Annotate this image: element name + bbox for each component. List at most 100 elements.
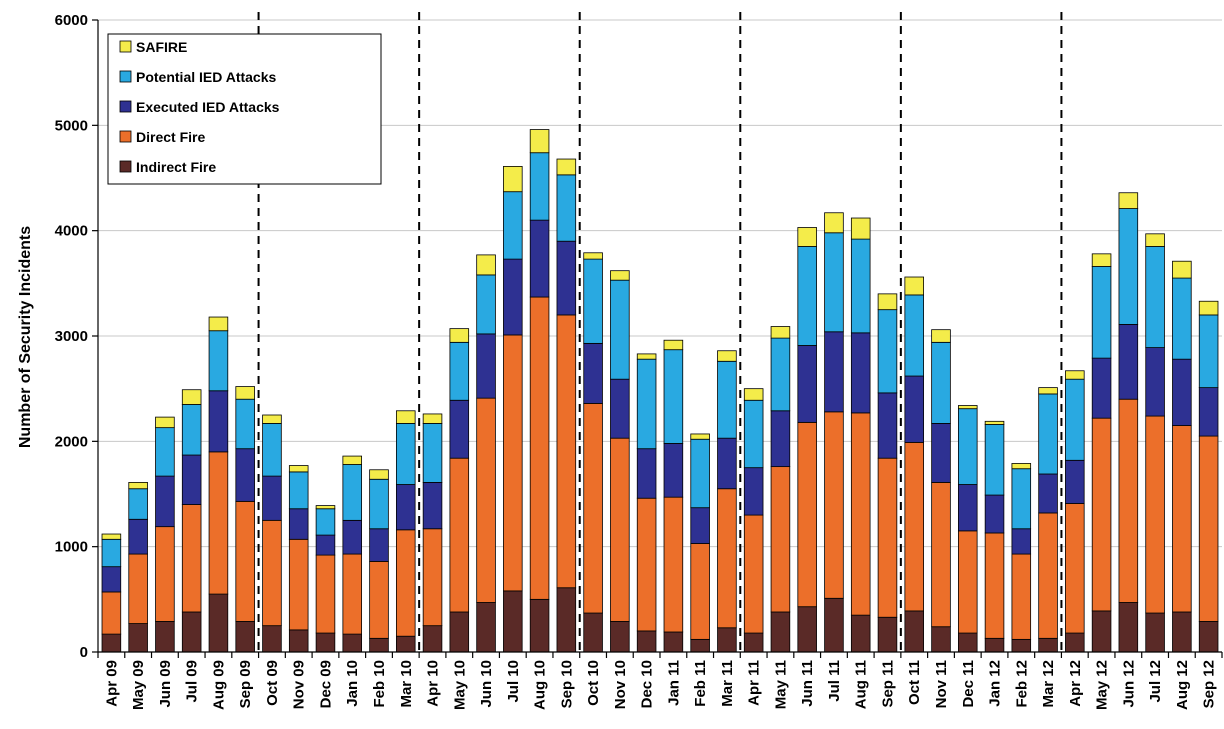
bar-segment [181, 504, 202, 613]
bar-segment [395, 635, 416, 653]
bar-segment [931, 482, 951, 628]
bar-segment [342, 464, 363, 521]
bar-segment [128, 482, 148, 490]
bar-segment [1065, 370, 1085, 380]
bar-stacks [101, 129, 1219, 653]
bar-segment [395, 529, 416, 637]
bar-stack [904, 276, 925, 653]
bar-segment [1011, 468, 1032, 530]
x-tick-label: Apr 12 [1067, 660, 1084, 707]
x-tick-label: Feb 12 [1013, 660, 1030, 708]
bar-stack [262, 414, 282, 653]
bar-stack [824, 212, 844, 653]
bar-segment [503, 258, 523, 336]
bar-segment [155, 416, 175, 429]
bar-stack [1118, 192, 1139, 653]
legend-entry: Executed IED Attacks [119, 99, 280, 115]
bar-segment [529, 129, 550, 154]
bar-segment [208, 330, 229, 392]
bar-segment [556, 587, 577, 653]
bar-segment [1038, 637, 1058, 653]
x-tick-label: Aug 10 [532, 660, 549, 710]
bar-segment [556, 240, 577, 316]
bar-segment [101, 538, 122, 568]
bar-segment [770, 466, 791, 613]
bar-stack [395, 410, 416, 653]
bar-segment [1145, 415, 1165, 614]
bar-segment [636, 630, 657, 653]
x-tick-label: Jun 10 [478, 660, 495, 708]
bar-stack [1091, 253, 1112, 653]
bar-segment [208, 316, 229, 332]
bar-segment [877, 457, 898, 618]
bar-segment [1145, 246, 1165, 348]
bar-segment [1038, 387, 1058, 395]
x-tick-label: Jun 12 [1120, 660, 1137, 708]
bar-segment [904, 441, 925, 612]
bar-stack [369, 469, 389, 653]
bar-segment [904, 276, 925, 296]
bar-stack [476, 254, 496, 653]
bar-segment [1011, 528, 1032, 555]
legend-entry: Potential IED Attacks [119, 69, 277, 85]
bar-segment [235, 398, 255, 450]
bar-segment [1091, 266, 1112, 359]
bar-segment [636, 353, 657, 360]
bar-segment [1065, 378, 1085, 461]
bar-segment [262, 423, 282, 477]
x-tick-label: Nov 09 [291, 660, 308, 709]
bar-segment [743, 632, 764, 653]
bar-segment [610, 270, 630, 281]
bar-segment [743, 467, 764, 516]
bar-segment [422, 528, 443, 627]
bar-stack [797, 227, 817, 653]
x-tick-label: Nov 11 [933, 660, 950, 708]
bar-segment [476, 254, 496, 276]
bar-segment [395, 410, 416, 424]
bar-segment [610, 279, 630, 380]
bar-segment [128, 518, 148, 555]
bar-segment [262, 519, 282, 627]
bar-segment [797, 227, 817, 247]
bar-segment [877, 392, 898, 459]
bar-segment [235, 621, 255, 653]
bar-segment [1118, 398, 1139, 603]
bar-stack [877, 293, 898, 653]
bar-stack [181, 389, 202, 653]
bar-stack [449, 328, 470, 653]
bar-segment [931, 423, 951, 483]
legend-label: Indirect Fire [136, 159, 216, 175]
bar-segment [422, 423, 443, 483]
bar-segment [449, 328, 470, 343]
axes [92, 19, 1223, 658]
bar-segment [1118, 602, 1139, 653]
bar-stack [235, 386, 255, 653]
bar-segment [155, 427, 175, 477]
y-tick-label: 4000 [55, 223, 88, 240]
y-axis-label: Number of Security Incidents [17, 226, 34, 448]
bar-segment [797, 606, 817, 653]
bar-segment [181, 389, 202, 405]
bar-segment [583, 252, 603, 260]
bar-segment [449, 399, 470, 459]
bar-segment [315, 505, 336, 510]
bar-segment [1011, 638, 1032, 653]
bar-segment [931, 341, 951, 424]
bar-segment [503, 590, 523, 653]
bar-segment [529, 598, 550, 653]
x-tick-label: Aug 12 [1174, 660, 1191, 710]
bar-stack [128, 482, 148, 653]
bar-segment [1091, 417, 1112, 612]
y-tick-label: 5000 [55, 117, 88, 134]
bar-segment [342, 633, 363, 653]
bar-segment [369, 637, 389, 653]
legend: SAFIRE Potential IED Attacks Executed IED … [107, 33, 382, 185]
x-tick-label: Sep 09 [237, 660, 254, 708]
bar-stack [503, 166, 523, 653]
bar-segment [288, 629, 309, 653]
bar-segment [850, 238, 871, 334]
bar-segment [529, 296, 550, 600]
bar-stack [770, 326, 791, 653]
bar-segment [957, 405, 978, 410]
bar-segment [369, 469, 389, 480]
